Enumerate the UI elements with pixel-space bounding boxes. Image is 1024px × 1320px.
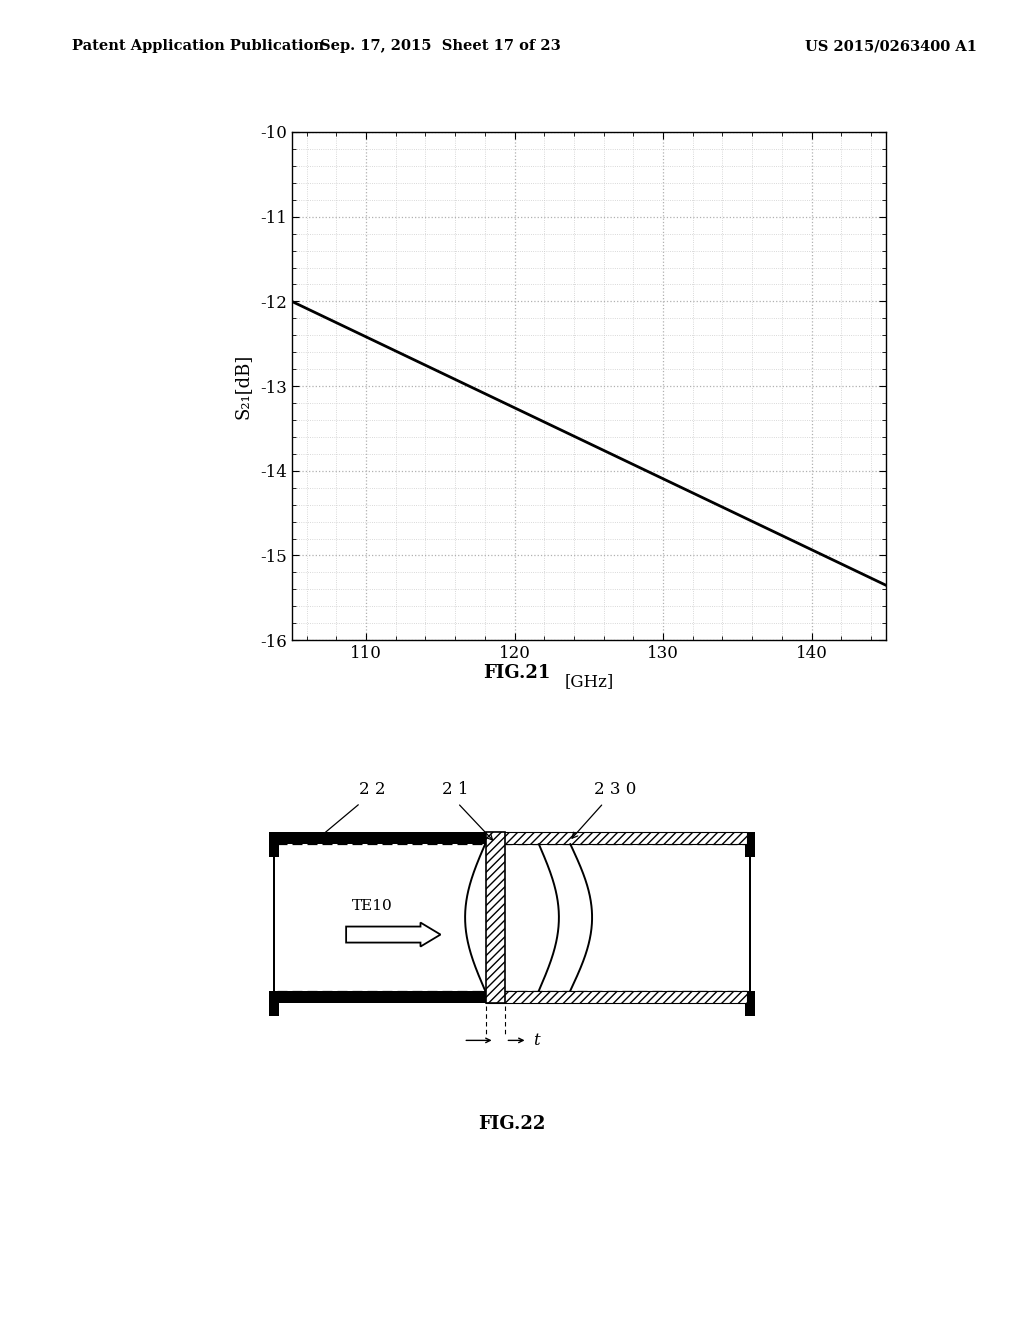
Bar	[744, 990, 755, 1016]
Bar	[486, 832, 748, 845]
Y-axis label: S₂₁[dB]: S₂₁[dB]	[233, 354, 252, 418]
X-axis label: [GHz]: [GHz]	[564, 673, 613, 690]
Text: TE10: TE10	[352, 899, 392, 913]
Text: Sep. 17, 2015  Sheet 17 of 23: Sep. 17, 2015 Sheet 17 of 23	[319, 40, 561, 53]
Text: 2 3 0: 2 3 0	[594, 781, 636, 799]
Bar	[273, 845, 275, 990]
Text: 2 1: 2 1	[441, 781, 468, 799]
Bar	[749, 845, 751, 990]
Text: US 2015/0263400 A1: US 2015/0263400 A1	[805, 40, 977, 53]
Text: Patent Application Publication: Patent Application Publication	[72, 40, 324, 53]
Text: 2 2: 2 2	[358, 781, 385, 799]
FancyArrow shape	[346, 923, 440, 946]
Bar	[486, 832, 505, 1003]
Text: FIG.22: FIG.22	[478, 1115, 546, 1134]
Text: t: t	[534, 1032, 540, 1049]
Bar	[269, 832, 280, 858]
Bar	[744, 832, 755, 858]
Bar	[269, 990, 280, 1016]
Text: FIG.21: FIG.21	[483, 664, 551, 682]
Bar	[486, 990, 748, 1003]
Bar	[271, 832, 753, 845]
Bar	[271, 990, 753, 1003]
